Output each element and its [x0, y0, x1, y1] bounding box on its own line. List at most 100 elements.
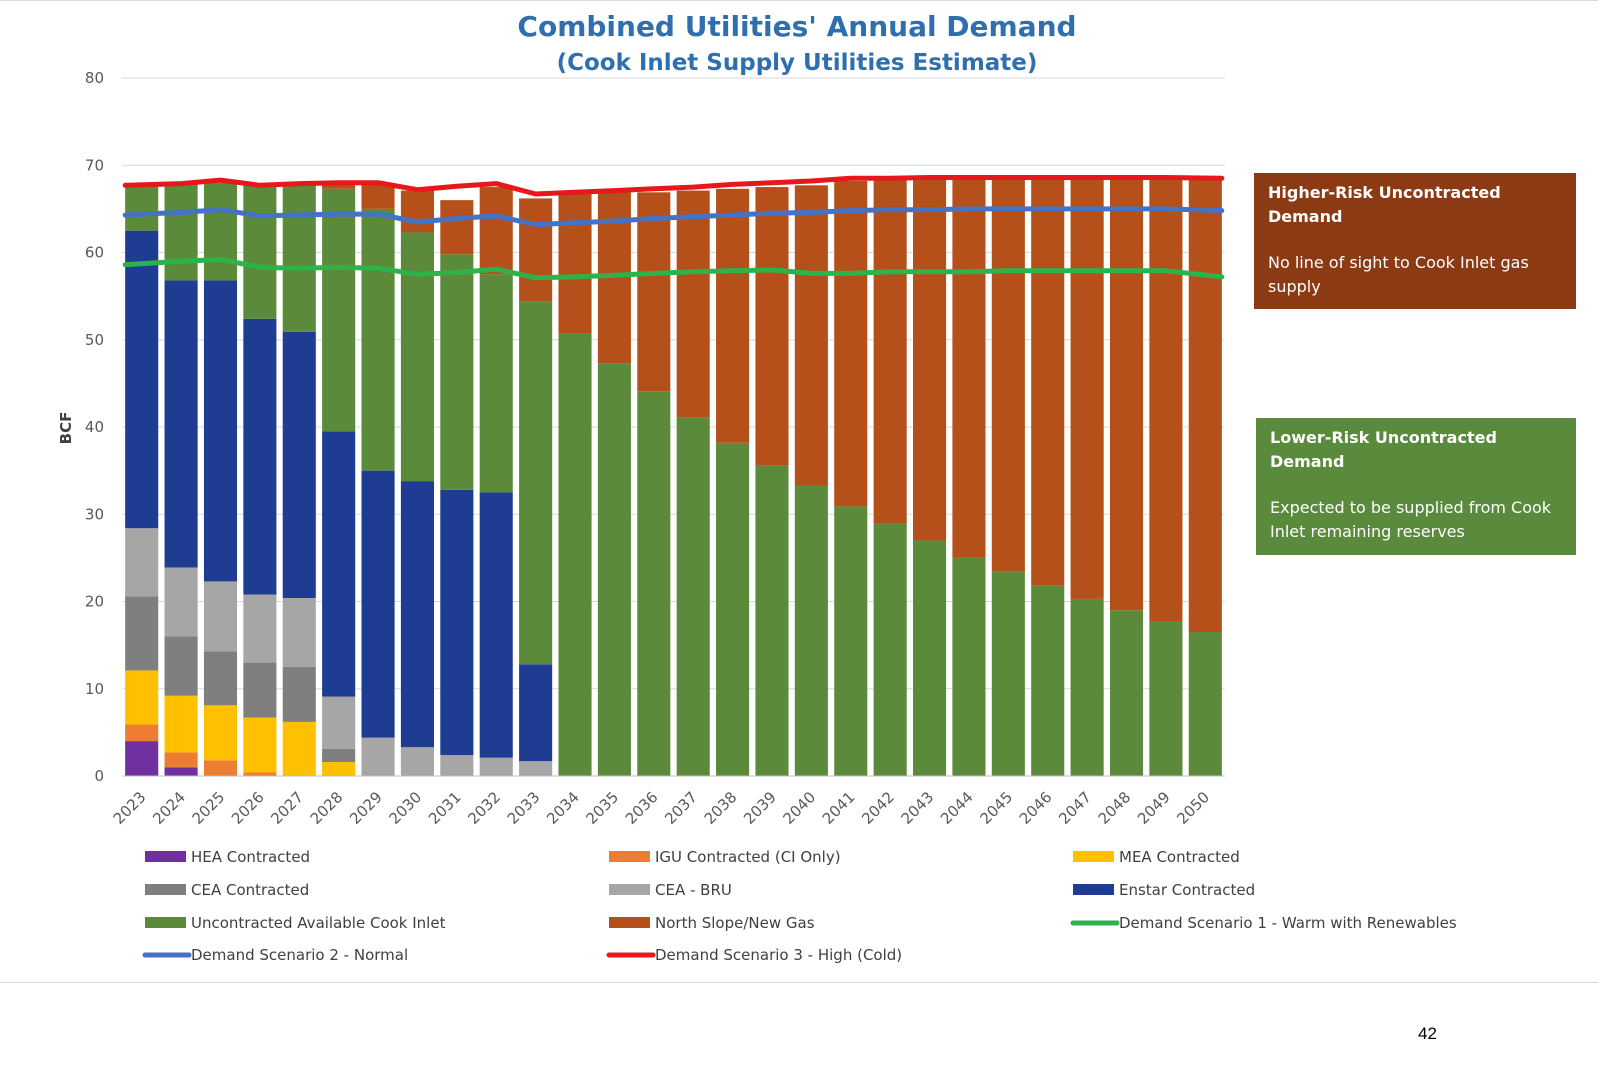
y-tick-label: 20 — [85, 593, 104, 611]
bar-segment — [400, 481, 434, 748]
bar-segment — [519, 301, 553, 665]
legend-item: Enstar Contracted — [1073, 881, 1255, 899]
bar-segment — [558, 193, 592, 334]
bar-segment — [913, 179, 947, 541]
bar-segment — [1149, 176, 1183, 622]
x-tick-label: 2031 — [425, 788, 465, 828]
x-tick-label: 2048 — [1095, 788, 1135, 828]
bar-segment — [125, 230, 159, 529]
bar-segment — [479, 757, 513, 776]
x-tick-label: 2034 — [543, 788, 583, 828]
legend-item: North Slope/New Gas — [609, 914, 815, 932]
bar-segment — [243, 662, 277, 718]
bar-segment — [164, 280, 198, 568]
bar-segment — [1149, 621, 1183, 776]
bar-segment — [243, 318, 277, 595]
bar-segment — [164, 695, 198, 753]
x-tick-label: 2028 — [307, 788, 347, 828]
bar-segment — [203, 182, 238, 281]
legend-label: North Slope/New Gas — [655, 914, 815, 932]
y-axis: 0 10 20 30 40 50 60 70 80 — [85, 69, 104, 785]
x-tick-label: 2046 — [1016, 788, 1056, 828]
bar-segment — [282, 185, 316, 332]
bar-segment — [164, 752, 198, 768]
legend-label: Demand Scenario 3 - High (Cold) — [655, 946, 902, 964]
x-tick-label: 2047 — [1055, 788, 1095, 828]
bar-segment — [282, 721, 316, 776]
bar-segment — [755, 187, 789, 466]
legend-item: CEA - BRU — [609, 881, 732, 899]
x-axis: 2023 2024 2025 2026 2027 2028 2029 2030 2031 2032… — [110, 775, 1225, 828]
legend-label: MEA Contracted — [1119, 848, 1240, 866]
legend-swatch — [609, 917, 650, 928]
bar-segment — [203, 581, 238, 652]
legend-swatch — [1073, 851, 1114, 862]
lower-risk-callout-body: Expected to be supplied from Cook Inlet … — [1270, 498, 1552, 541]
bar-segment — [164, 767, 198, 776]
bar-segment — [125, 528, 159, 597]
bar-segment — [519, 664, 553, 762]
bar-segment — [716, 188, 750, 443]
bar-segment — [282, 666, 316, 722]
bar-segment — [1188, 177, 1222, 633]
bar-segment — [1070, 176, 1104, 599]
x-tick-label: 2032 — [464, 788, 504, 828]
bar-segment — [913, 540, 947, 776]
y-tick-label: 30 — [85, 505, 104, 523]
x-tick-label: 2030 — [386, 788, 426, 828]
legend-swatch — [1073, 884, 1114, 895]
bar-segment — [834, 180, 868, 507]
bar-segment — [479, 492, 513, 758]
y-tick-label: 60 — [85, 244, 104, 262]
legend-item: Demand Scenario 1 - Warm with Renewables — [1070, 914, 1457, 932]
x-tick-label: 2036 — [622, 788, 662, 828]
legend-label: Demand Scenario 2 - Normal — [191, 946, 408, 964]
bar-segment — [479, 274, 513, 493]
bar-segment — [676, 417, 710, 776]
bar-segment — [794, 185, 828, 486]
bar-segment — [952, 557, 986, 776]
x-tick-label: 2044 — [937, 788, 977, 828]
bar-segment — [479, 187, 513, 275]
x-tick-label: 2033 — [504, 788, 544, 828]
bar-segment — [243, 185, 277, 319]
bar-segment — [1070, 598, 1104, 776]
bar-segment — [1031, 585, 1065, 776]
x-tick-label: 2035 — [583, 788, 623, 828]
legend-swatch — [609, 884, 650, 895]
bars-layer — [125, 176, 1222, 776]
bar-segment — [361, 208, 395, 471]
legend-item: MEA Contracted — [1073, 848, 1240, 866]
bar-segment — [243, 772, 277, 776]
series-line — [122, 206, 1225, 228]
chart-title: Combined Utilities' Annual Demand — [517, 10, 1076, 43]
bar-segment — [952, 178, 986, 558]
bar-segment — [1188, 632, 1222, 776]
chart-subtitle: (Cook Inlet Supply Utilities Estimate) — [557, 50, 1038, 76]
bar-segment — [519, 761, 553, 776]
bar-segment — [400, 190, 434, 233]
y-tick-label: 80 — [85, 69, 104, 87]
bar-segment — [991, 571, 1025, 776]
lower-risk-callout-title: Lower-Risk Uncontracted Demand — [1270, 428, 1497, 471]
bar-segment — [243, 594, 277, 663]
chart-svg: Combined Utilities' Annual Demand (Cook … — [57, 10, 1457, 964]
bar-segment — [322, 181, 356, 189]
bar-segment — [558, 333, 592, 776]
x-tick-label: 2029 — [346, 788, 386, 828]
bar-segment — [125, 596, 159, 671]
bar-segment — [361, 737, 395, 776]
series-line — [122, 257, 1225, 281]
bar-segment — [164, 567, 198, 637]
x-tick-label: 2025 — [189, 788, 229, 828]
bar-segment — [834, 506, 868, 776]
bar-segment — [203, 760, 238, 776]
y-tick-label: 50 — [85, 331, 104, 349]
bar-segment — [597, 363, 631, 776]
bar-segment — [322, 748, 356, 763]
bar-segment — [873, 523, 907, 776]
legend-swatch — [145, 917, 186, 928]
page-number: 42 — [1418, 1024, 1437, 1043]
legend-label: IGU Contracted (CI Only) — [655, 848, 841, 866]
bar-segment — [361, 184, 395, 209]
